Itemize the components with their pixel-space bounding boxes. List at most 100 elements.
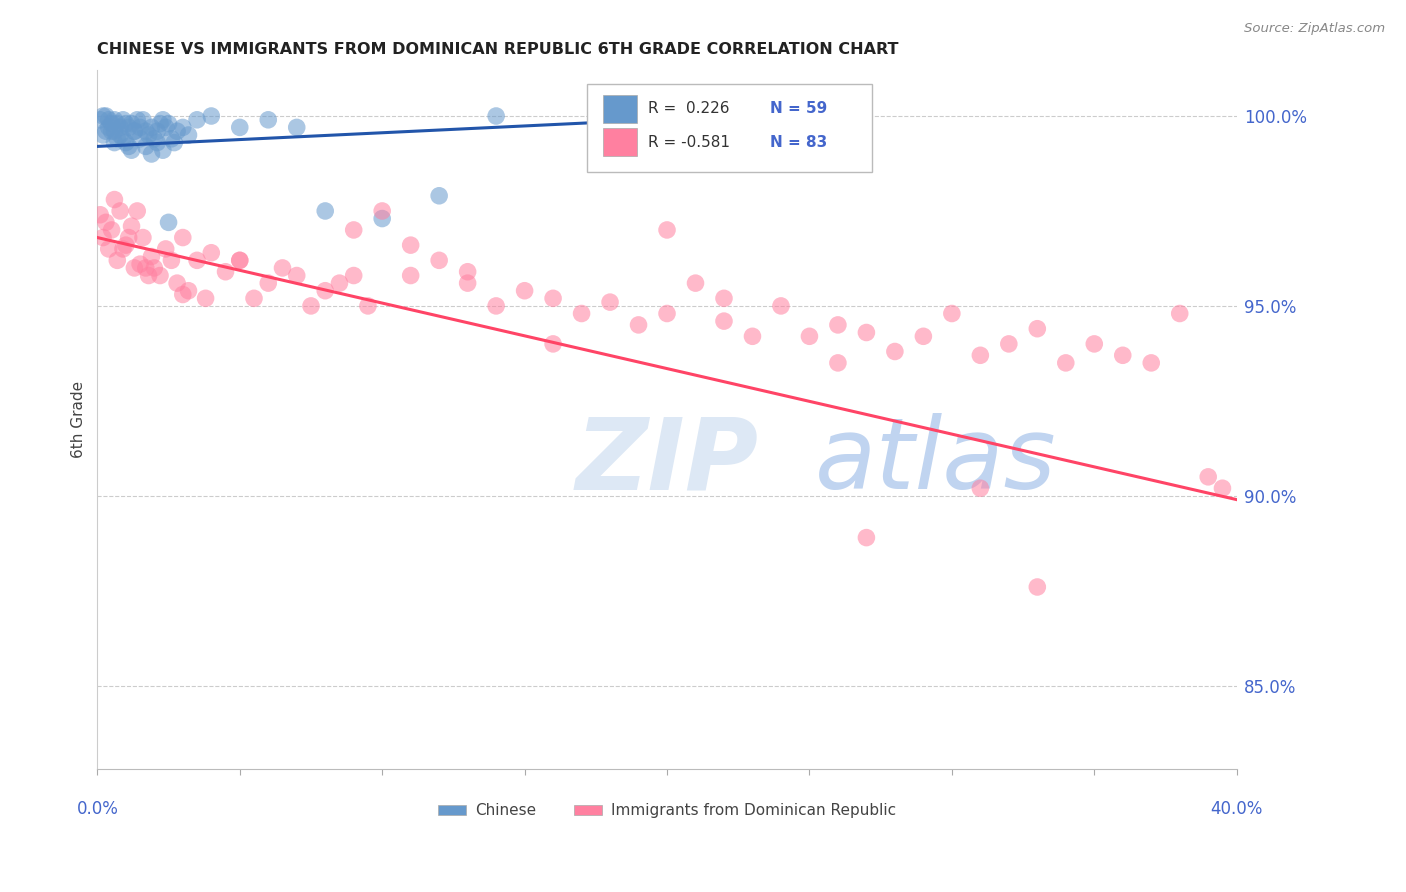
Point	[152, 143, 174, 157]
Text: R =  0.226: R = 0.226	[648, 102, 730, 116]
Point	[343, 268, 366, 283]
Point	[399, 238, 422, 252]
Point	[141, 147, 163, 161]
Point	[105, 117, 128, 131]
Point	[97, 120, 120, 135]
Point	[1211, 481, 1233, 495]
Point	[229, 253, 252, 268]
Text: N = 83: N = 83	[769, 135, 827, 150]
Point	[108, 120, 131, 135]
Point	[271, 260, 294, 275]
Point	[177, 284, 200, 298]
Point	[97, 112, 120, 127]
Point	[799, 329, 821, 343]
Point	[571, 306, 593, 320]
Point	[285, 268, 308, 283]
Point	[124, 124, 146, 138]
Point	[108, 204, 131, 219]
Point	[194, 291, 217, 305]
Point	[166, 124, 188, 138]
Point	[1140, 356, 1163, 370]
Point	[299, 299, 322, 313]
Point	[157, 117, 180, 131]
Point	[328, 276, 350, 290]
Point	[135, 124, 157, 138]
Point	[427, 188, 450, 202]
Text: atlas: atlas	[815, 413, 1057, 510]
Point	[91, 230, 114, 244]
Point	[186, 253, 208, 268]
Point	[685, 276, 707, 290]
Point	[883, 344, 905, 359]
Point	[94, 124, 117, 138]
Point	[135, 139, 157, 153]
FancyBboxPatch shape	[603, 128, 637, 156]
Point	[741, 329, 763, 343]
Point	[427, 253, 450, 268]
Point	[513, 284, 536, 298]
Point	[855, 531, 877, 545]
Point	[124, 124, 146, 138]
Point	[121, 143, 143, 157]
Point	[314, 204, 336, 219]
Point	[357, 299, 380, 313]
Point	[998, 337, 1021, 351]
Point	[129, 120, 152, 135]
Text: 40.0%: 40.0%	[1211, 800, 1263, 818]
Point	[118, 120, 141, 135]
Point	[214, 265, 236, 279]
Point	[200, 245, 222, 260]
Point	[143, 132, 166, 146]
Point	[243, 291, 266, 305]
Point	[100, 223, 122, 237]
Point	[149, 268, 172, 283]
Point	[111, 112, 134, 127]
Point	[186, 112, 208, 127]
Point	[91, 128, 114, 142]
Point	[969, 348, 991, 362]
Point	[105, 253, 128, 268]
Point	[132, 112, 155, 127]
Point	[111, 242, 134, 256]
Point	[1054, 356, 1077, 370]
Point	[485, 109, 508, 123]
Point	[146, 136, 169, 150]
Point	[124, 260, 146, 275]
Point	[103, 136, 125, 150]
Point	[94, 215, 117, 229]
Point	[97, 242, 120, 256]
Point	[108, 128, 131, 142]
Point	[138, 268, 160, 283]
Point	[149, 117, 172, 131]
Point	[105, 132, 128, 146]
Point	[103, 193, 125, 207]
Point	[89, 208, 111, 222]
Point	[285, 120, 308, 135]
Point	[827, 356, 849, 370]
Point	[855, 326, 877, 340]
Point	[155, 242, 177, 256]
Point	[111, 132, 134, 146]
Point	[160, 132, 183, 146]
Point	[257, 112, 280, 127]
Point	[1197, 470, 1219, 484]
Point	[160, 253, 183, 268]
Point	[89, 112, 111, 127]
Point	[118, 139, 141, 153]
Legend: Chinese, Immigrants from Dominican Republic: Chinese, Immigrants from Dominican Repub…	[432, 797, 903, 824]
Point	[146, 124, 169, 138]
Point	[627, 318, 650, 332]
Point	[138, 128, 160, 142]
Point	[103, 112, 125, 127]
Point	[1168, 306, 1191, 320]
Point	[129, 132, 152, 146]
Point	[114, 136, 136, 150]
Point	[713, 291, 735, 305]
Point	[229, 120, 252, 135]
Point	[129, 257, 152, 271]
Point	[257, 276, 280, 290]
Point	[343, 223, 366, 237]
Point	[371, 211, 394, 226]
Point	[155, 120, 177, 135]
Point	[132, 230, 155, 244]
